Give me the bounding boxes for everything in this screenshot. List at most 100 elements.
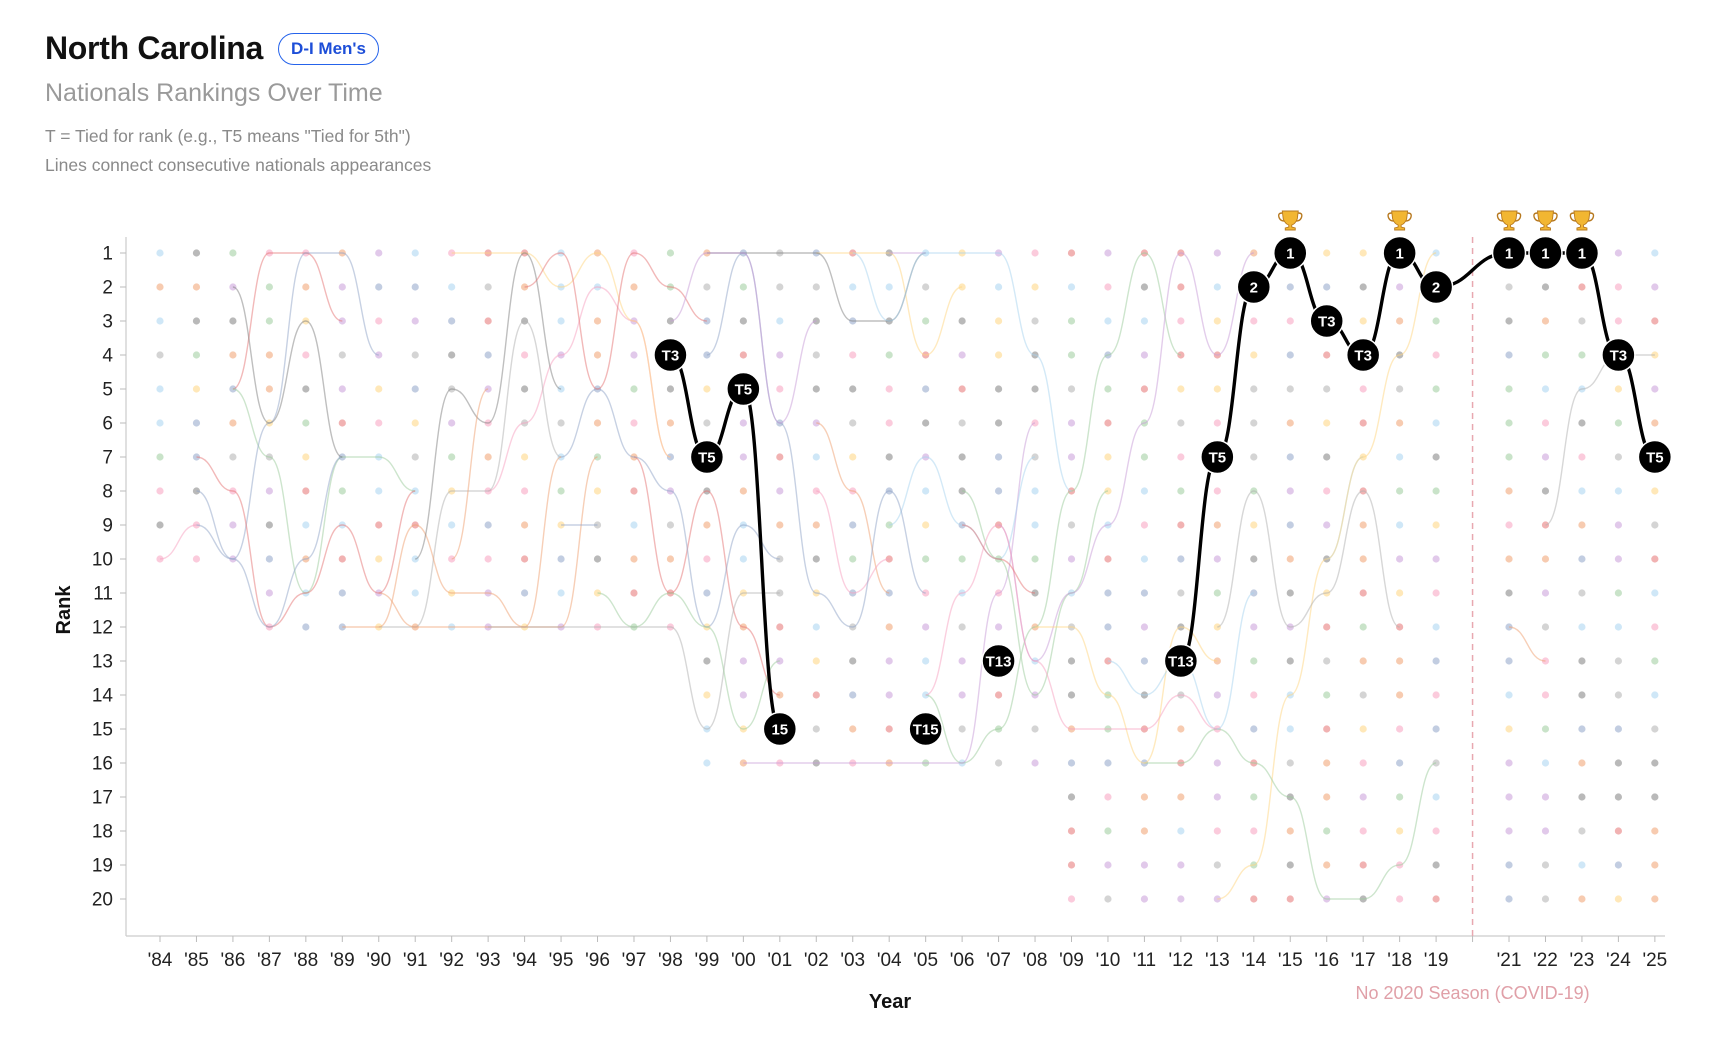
rank-dot [1505,317,1513,325]
rank-dot [411,249,419,257]
rank-dot [994,759,1003,767]
rank-dot [1250,419,1258,427]
y-tick-label: 18 [92,822,113,843]
rank-dot [885,453,893,461]
rank-dot [1505,759,1513,767]
x-tick-label: '22 [1533,950,1558,971]
rank-dot [630,351,638,359]
rank-dot [1286,521,1294,529]
rank-dot [1541,759,1550,767]
rank-dot [156,351,164,359]
rank-dot [1323,385,1331,393]
rank-dot [885,385,893,393]
rank-dot [958,283,966,291]
rank-dot [1213,657,1221,665]
rank-dot [192,453,201,461]
rank-dot [1104,895,1112,903]
rank-dot [776,623,784,631]
rank-dot [958,453,966,461]
rank-dot [739,419,747,427]
rank-dot [1250,317,1258,325]
trophy-handle-left [1387,212,1394,222]
rank-dot [1250,385,1258,393]
y-tick-label: 12 [92,618,113,639]
rank-dot [1396,385,1404,393]
team-line [1035,626,1218,764]
rank-dot [1359,249,1367,257]
rank-dot [885,283,893,291]
rank-dot [922,521,930,529]
rank-dot [1614,861,1622,869]
team-line [414,252,525,560]
rank-dot [630,487,638,495]
highlight-point-label: 1 [1395,246,1403,263]
rank-dot [593,487,602,495]
rank-dot [1177,725,1185,733]
highlight-point [981,643,1016,679]
rank-dot [375,317,383,325]
rank-dot [411,419,419,427]
rank-dot [411,385,419,393]
rank-dot [1286,861,1294,869]
rank-dot [1031,725,1039,733]
rank-dot [1578,895,1586,903]
rank-dot [1067,419,1076,427]
rank-dot [1140,827,1149,835]
rank-dot [666,249,675,257]
rank-dot [812,453,820,461]
highlight-point-label: T3 [662,348,680,365]
rank-dot [1286,317,1294,325]
rank-dot [958,351,966,359]
x-tick-label: '07 [986,950,1011,971]
rank-dot [1067,657,1076,665]
rank-dot [1213,317,1221,325]
rank-dot [484,317,492,325]
rank-dot [1541,419,1550,427]
highlight-point-label: T5 [1209,450,1227,467]
highlight-point [1309,303,1344,339]
team-line [961,490,1109,696]
rank-dot [1213,249,1221,257]
rank-dot [1396,895,1404,903]
rank-dot [1614,453,1622,461]
rank-dot [1432,351,1440,359]
rank-dot [1359,793,1367,801]
x-tick-label: '87 [257,950,282,971]
team-line [925,252,1182,764]
team-line [889,456,1036,560]
trophy-icon [1569,210,1595,231]
rank-dot [1031,589,1039,597]
rank-dot [265,589,273,597]
highlight-point [1564,235,1600,271]
rank-dot [375,521,383,529]
rank-dot [1286,419,1294,427]
rank-dot [849,385,857,393]
trophy-icon [1496,210,1522,231]
x-tick-label: '89 [330,950,355,971]
rank-dot [1140,283,1149,291]
x-tick-label: '09 [1059,950,1084,971]
chart-header: North Carolina D-I Men's Nationals Ranki… [45,30,431,180]
rank-dot [1140,385,1149,393]
x-tick-label: '14 [1241,950,1266,971]
rank-dot [1323,793,1331,801]
rank-dot [521,521,529,529]
rank-dot [484,283,492,291]
rank-dot [1432,623,1440,631]
rank-dot [1396,725,1404,733]
division-badge[interactable]: D-I Men's [278,32,379,65]
rank-dot [192,283,201,291]
rank-dot [703,759,711,767]
rank-dot [739,487,747,495]
rank-dot [958,419,966,427]
rank-dot [1323,283,1331,291]
team-line [378,320,562,628]
rank-dot [1541,691,1550,699]
rank-dot [1031,453,1039,461]
rank-dot [229,453,237,461]
highlight-point [653,337,688,373]
rank-dot [1177,827,1185,835]
rank-dot [1177,419,1185,427]
rank-dot [156,283,164,291]
rank-dot [812,283,820,291]
